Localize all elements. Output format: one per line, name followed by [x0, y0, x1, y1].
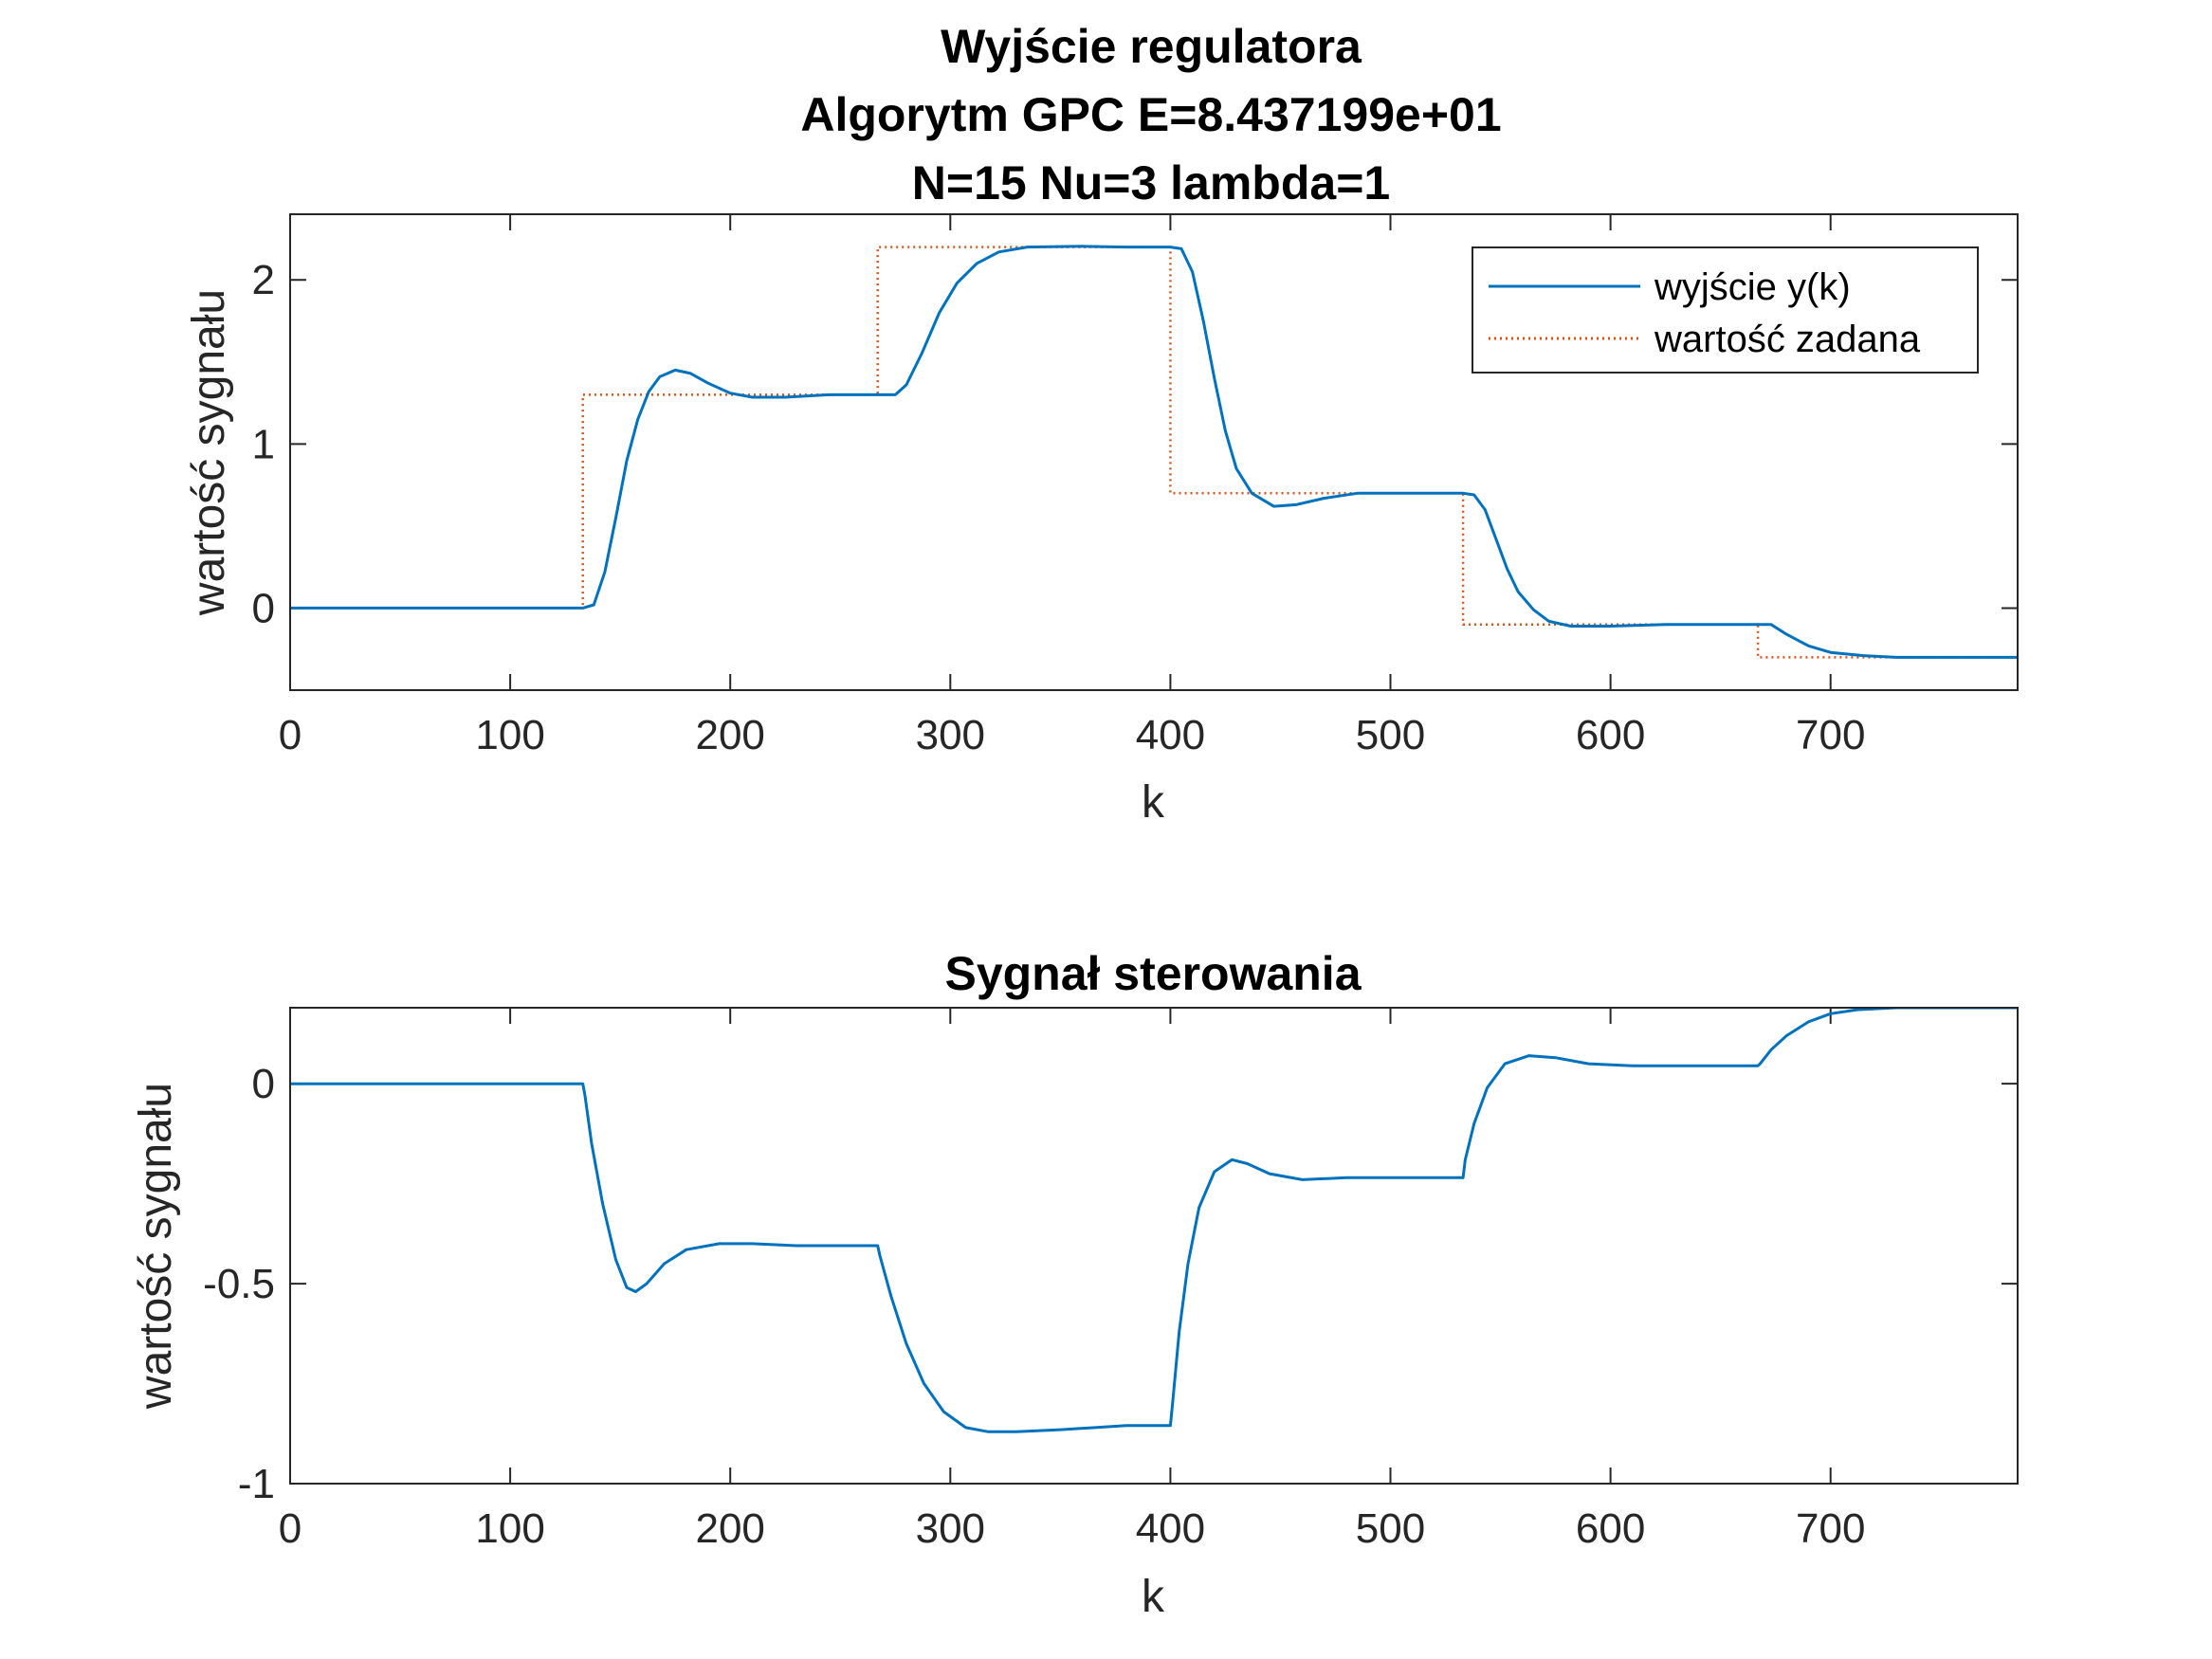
x-tick-label: 0: [279, 712, 302, 758]
x-axis-label: k: [1142, 1572, 1165, 1622]
plot-area: 0 100 200 300 400 500 600 700 -1 -0.5 0: [203, 1007, 2019, 1552]
series-line-control: [290, 1008, 2018, 1433]
x-tick-label: 300: [916, 712, 985, 758]
y-axis-label: wartość sygnału: [184, 289, 234, 616]
x-tick-label: 500: [1356, 712, 1425, 758]
chart-title-line-2: Algorytm GPC E=8.437199e+01: [800, 88, 1501, 141]
chart-control-signal: Sygnał sterowania 0 100 200 300 400 500 600 700…: [131, 947, 2019, 1622]
y-tick-label: 0: [252, 585, 275, 631]
x-tick-label: 600: [1576, 1505, 1645, 1552]
x-tick-label: 400: [1136, 712, 1205, 758]
series-group: [290, 245, 2018, 659]
plot-area: 0 100 200 300 400 500 600 700 0 1 2: [252, 213, 2019, 758]
y-tick-label: 1: [252, 421, 275, 467]
axes-box: [289, 1007, 2019, 1485]
axes-box: [289, 213, 2019, 691]
x-tick-label: 300: [916, 1505, 985, 1552]
chart-title-line-3: N=15 Nu=3 lambda=1: [912, 156, 1390, 210]
chart-output: Wyjście regulatora Algorytm GPC E=8.4371…: [184, 20, 2019, 828]
y-tick-label: -0.5: [203, 1261, 275, 1307]
legend-box: [1472, 246, 1979, 374]
y-axis-label: wartość sygnału: [131, 1083, 181, 1410]
legend: wyjście y(k) wartość zadana: [1472, 246, 1979, 374]
x-tick-label: 200: [695, 1505, 764, 1552]
x-tick-label: 0: [279, 1505, 302, 1552]
legend-label-output: wyjście y(k): [1654, 266, 1851, 308]
x-tick-label: 400: [1136, 1505, 1205, 1552]
series-line-output: [290, 245, 2018, 659]
x-tick-label: 100: [475, 1505, 544, 1552]
x-tick-label: 600: [1576, 712, 1645, 758]
y-tick-label: 0: [252, 1061, 275, 1107]
y-tick-label: -1: [238, 1461, 275, 1507]
chart-title-line-1: Wyjście regulatora: [941, 20, 1362, 73]
y-tick-label: 2: [252, 257, 275, 303]
x-tick-label: 500: [1356, 1505, 1425, 1552]
tick-group: 0 100 200 300 400 500 600 700 -1 -0.5 0: [203, 1008, 2018, 1552]
chart-title: Sygnał sterowania: [944, 947, 1362, 1000]
x-tick-label: 100: [475, 712, 544, 758]
legend-label-setpoint: wartość zadana: [1654, 319, 1921, 360]
x-tick-label: 200: [695, 712, 764, 758]
x-axis-label: k: [1142, 777, 1165, 828]
x-tick-label: 700: [1796, 712, 1865, 758]
tick-group: 0 100 200 300 400 500 600 700 0 1 2: [252, 214, 2018, 758]
x-tick-label: 700: [1796, 1505, 1865, 1552]
series-group: [290, 1008, 2018, 1433]
